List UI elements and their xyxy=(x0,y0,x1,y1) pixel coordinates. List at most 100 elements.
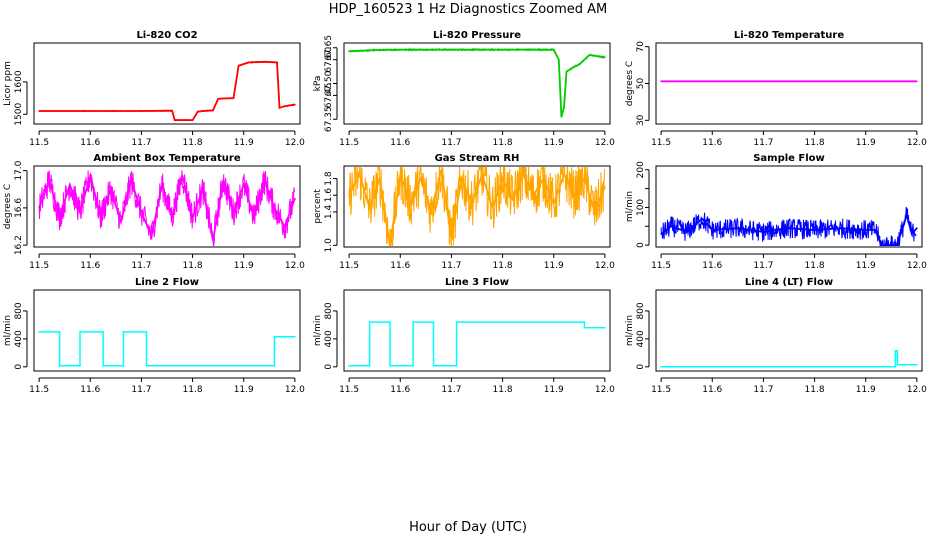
data-point xyxy=(471,202,473,205)
data-point xyxy=(864,366,867,368)
data-point xyxy=(522,173,524,176)
panel-title: Line 4 (LT) Flow xyxy=(745,277,833,288)
series-line xyxy=(39,60,296,121)
data-point xyxy=(916,227,918,229)
data-point xyxy=(294,103,296,106)
plot-frame xyxy=(343,42,611,125)
y-axis-label: degrees C xyxy=(3,184,13,229)
panel-title: Ambient Box Temperature xyxy=(93,153,240,164)
x-tick-label: 11.5 xyxy=(29,261,49,271)
data-point xyxy=(563,106,565,109)
data-point xyxy=(217,97,219,100)
data-point xyxy=(58,216,61,219)
data-point xyxy=(379,177,381,180)
data-point xyxy=(501,177,504,180)
data-point xyxy=(358,173,361,176)
panel-6: Sample Flow 11.5 11.6 11.7 11.8 11.9 12.0 0 100 2… xyxy=(625,153,927,271)
panel-title: Sample Flow xyxy=(753,153,825,164)
data-point xyxy=(864,229,867,231)
y-tick-label: 1500 xyxy=(14,103,24,126)
y-tick-label: 800 xyxy=(324,302,334,319)
x-tick-label: 11.9 xyxy=(544,138,564,148)
x-tick-label: 11.6 xyxy=(390,385,410,395)
data-point xyxy=(237,64,240,67)
data-point xyxy=(542,177,545,180)
data-point xyxy=(512,198,514,201)
data-point xyxy=(660,233,662,235)
data-point xyxy=(905,214,908,216)
data-point xyxy=(122,331,125,333)
data-point xyxy=(248,61,250,64)
data-point xyxy=(916,363,918,366)
data-point xyxy=(79,364,81,367)
x-tick-label: 11.9 xyxy=(234,138,254,148)
x-tick-label: 11.5 xyxy=(29,385,49,395)
data-point xyxy=(583,326,586,329)
y-tick-label: 100 xyxy=(636,199,646,216)
series-line xyxy=(660,211,918,246)
figure-title: HDP_160523 1 Hz Diagnostics Zoomed AM xyxy=(329,2,608,17)
y-axis-label: ml/min xyxy=(3,315,13,346)
data-point xyxy=(563,173,565,176)
panel-title: Li-820 Temperature xyxy=(734,30,844,41)
y-tick-label: 50 xyxy=(636,78,646,90)
data-point xyxy=(273,364,276,367)
plot-frame xyxy=(343,289,611,372)
plot-frame xyxy=(343,165,611,248)
y-tick-label: 1.0 xyxy=(324,238,334,253)
x-tick-label: 11.7 xyxy=(753,261,773,271)
x-tick-label: 12.0 xyxy=(285,385,305,395)
data-point xyxy=(916,80,918,83)
data-point xyxy=(737,227,739,229)
panel-1: Li-820 CO2 11.5 11.6 11.7 11.8 11.9 12.0 1500 16… xyxy=(3,30,305,148)
x-tick-label: 11.6 xyxy=(702,385,722,395)
data-point xyxy=(455,321,458,323)
data-point xyxy=(202,188,204,191)
data-point xyxy=(89,174,92,177)
y-tick-label: 800 xyxy=(636,302,646,319)
panel-8: Line 3 Flow 11.5 11.6 11.7 11.8 11.9 12.0 0 400 8… xyxy=(313,277,615,395)
plot-frame xyxy=(33,289,301,372)
data-point xyxy=(232,97,235,99)
panel-2: Li-820 Pressure 11.5 11.6 11.7 11.8 11.9 12.0 6… xyxy=(313,30,615,148)
x-tick-label: 11.9 xyxy=(544,385,564,395)
data-point xyxy=(660,366,662,368)
y-tick-label: 800 xyxy=(14,302,24,319)
data-point xyxy=(895,244,898,246)
data-point xyxy=(196,110,199,113)
data-point xyxy=(910,233,913,235)
x-tick-label: 11.5 xyxy=(339,138,359,148)
data-point xyxy=(58,364,61,367)
x-tick-label: 12.0 xyxy=(595,138,615,148)
data-point xyxy=(604,56,606,59)
data-point xyxy=(900,231,903,233)
data-point xyxy=(294,197,296,200)
x-tick-label: 11.5 xyxy=(339,385,359,395)
data-point xyxy=(532,194,535,197)
data-point xyxy=(171,216,173,219)
y-tick-label: 200 xyxy=(636,161,646,178)
data-point xyxy=(894,366,897,368)
x-tick-label: 12.0 xyxy=(907,138,927,148)
data-point xyxy=(389,364,391,367)
data-point xyxy=(896,349,899,352)
panel-title: Line 2 Flow xyxy=(135,277,199,288)
data-point xyxy=(122,364,125,367)
data-point xyxy=(191,216,194,219)
y-tick-label: 0 xyxy=(324,364,334,370)
data-point xyxy=(896,363,899,366)
data-point xyxy=(102,364,104,367)
y-tick-label: 1.8 xyxy=(324,171,334,186)
y-tick-label: 17.0 xyxy=(14,160,24,180)
data-point xyxy=(501,48,504,51)
data-point xyxy=(552,202,555,205)
data-point xyxy=(212,239,214,242)
data-point xyxy=(348,50,350,53)
y-tick-label: 30 xyxy=(636,114,646,126)
data-point xyxy=(460,177,463,180)
x-tick-label: 11.9 xyxy=(856,138,876,148)
x-tick-label: 12.0 xyxy=(285,261,305,271)
data-point xyxy=(432,321,435,323)
data-point xyxy=(368,364,371,367)
data-point xyxy=(140,110,143,112)
